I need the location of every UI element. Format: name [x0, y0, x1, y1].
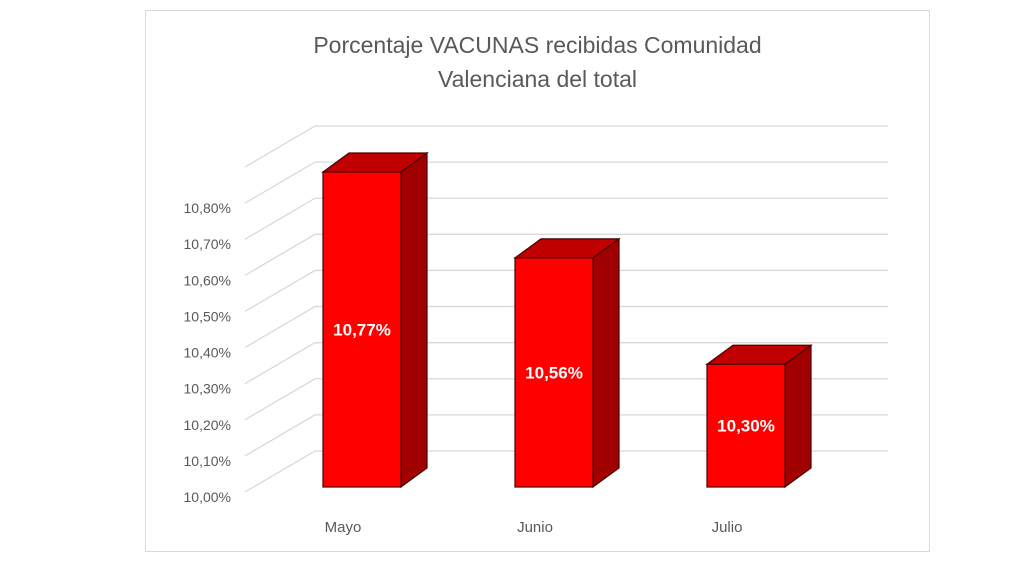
bars: 10,77% 10,56% 10,30%: [321, 151, 813, 489]
bar-side-face: [784, 344, 812, 489]
gridline: [244, 305, 888, 349]
bar-front-face: [706, 363, 786, 488]
data-label: 10,30%: [717, 417, 775, 436]
chart-title: Porcentaje VACUNAS recibidas Comunidad V…: [145, 28, 930, 96]
bar-side-face: [592, 237, 620, 489]
bar-front-face: [322, 171, 402, 488]
gridline: [244, 161, 888, 204]
gridline: [244, 378, 888, 421]
bar-front-face: [514, 257, 594, 488]
gridline: [244, 233, 888, 276]
x-tick-label: Junio: [517, 519, 553, 536]
x-tick-label: Julio: [712, 519, 743, 536]
y-tick-label: 10,50%: [184, 308, 231, 324]
chart-title-line-1: Porcentaje VACUNAS recibidas Comunidad: [313, 32, 762, 58]
gridline: [244, 342, 888, 385]
data-label: 10,56%: [525, 363, 583, 382]
bar-julio[interactable]: 10,30%: [705, 344, 813, 489]
bar-side-face: [400, 151, 428, 489]
data-label: 10,77%: [333, 321, 391, 340]
gridline: [244, 450, 888, 493]
chart-title-line-2: Valenciana del total: [437, 66, 638, 92]
y-tick-label: 10,00%: [184, 489, 231, 505]
y-tick-label: 10,70%: [184, 236, 231, 252]
y-tick-label: 10,60%: [184, 272, 231, 288]
y-tick-label: 10,30%: [184, 381, 231, 397]
x-tick-label: Mayo: [325, 519, 362, 536]
gridline: [244, 269, 888, 313]
bar-mayo[interactable]: 10,77%: [321, 151, 429, 489]
y-tick-label: 10,40%: [184, 345, 231, 361]
gridline: [244, 125, 888, 168]
y-tick-label: 10,80%: [184, 200, 231, 216]
gridline: [244, 197, 888, 240]
y-axis-labels: 10,00% 10,10% 10,20% 10,30% 10,40% 10,50% 10,6…: [184, 200, 231, 505]
bar-junio[interactable]: 10,56%: [513, 237, 621, 489]
gridlines: [244, 125, 888, 493]
gridline: [244, 414, 888, 457]
y-tick-label: 10,20%: [184, 417, 231, 433]
y-tick-label: 10,10%: [184, 453, 231, 469]
